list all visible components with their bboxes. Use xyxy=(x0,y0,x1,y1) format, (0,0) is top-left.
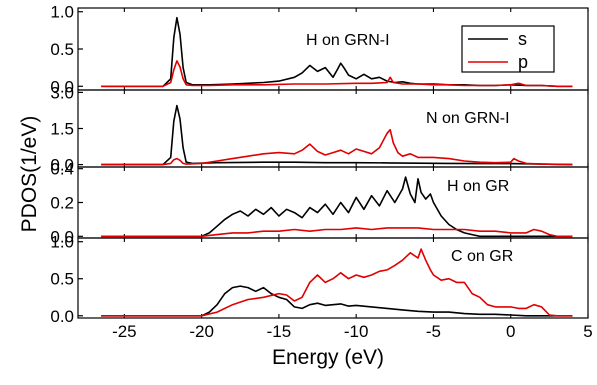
legend-box xyxy=(461,25,555,73)
panels-layer: 0.00.51.0H on GRN-I0.01.53.0N on GRN-I0.… xyxy=(50,3,589,326)
series-line-p xyxy=(101,248,573,317)
y-tick-label: 3.0 xyxy=(50,83,74,102)
panel-label: C on GR xyxy=(451,248,513,265)
y-tick-label: 0.0 xyxy=(50,77,74,96)
panel-label: H on GRN-I xyxy=(306,32,390,49)
series-line-s xyxy=(101,104,573,166)
y-axis-label: PDOS(1/eV) xyxy=(18,116,41,233)
legend: s p xyxy=(461,25,555,73)
series-line-p xyxy=(101,60,573,88)
x-tick-label: 5 xyxy=(583,322,592,341)
legend-label-s: s xyxy=(518,29,527,49)
panel-3: 0.0 0.2 0.4 H on GR xyxy=(50,160,589,246)
panel-1: 0.0 0.5 1.0 H on GRN-I xyxy=(50,3,589,96)
series-line-p xyxy=(101,128,573,166)
y-tick-label: 1.0 xyxy=(50,233,74,252)
legend-label-p: p xyxy=(518,52,528,72)
panel-label: N on GRN-I xyxy=(426,110,510,127)
series-line-p xyxy=(101,227,573,238)
x-tick-label: -15 xyxy=(267,322,292,341)
panel-frame xyxy=(77,89,589,168)
y-tick-label: 0.0 xyxy=(50,156,74,175)
y-tick-label: 1.0 xyxy=(50,3,74,22)
y-tick-label: 0.4 xyxy=(50,160,74,179)
series-line-s xyxy=(101,285,573,317)
panel-2: 0.0 1.5 3.0 N on GRN-I xyxy=(50,83,589,175)
x-tick-label: 0 xyxy=(506,322,515,341)
y-tick-label: 0.0 xyxy=(50,227,74,246)
y-tick-label: 1.5 xyxy=(50,120,74,139)
x-axis-label: Energy (eV) xyxy=(272,346,384,369)
y-tick-label: 0.5 xyxy=(50,270,74,289)
series-line-s xyxy=(101,176,573,238)
y-tick-label: 0.0 xyxy=(50,307,74,326)
x-tick-label: -25 xyxy=(112,322,137,341)
y-tick-label: 0.2 xyxy=(50,194,74,213)
panel-frame xyxy=(77,166,589,239)
x-tick-label: -5 xyxy=(426,322,441,341)
panel-frame xyxy=(77,237,589,319)
x-tick-label: -20 xyxy=(189,322,214,341)
panel-label: H on GR xyxy=(447,178,509,195)
panel-4: 0.0 0.5 1.0 C on GR xyxy=(50,233,589,326)
x-axis: -25 -20 -15 -10 -5 0 5 xyxy=(112,322,593,341)
x-tick-label: -10 xyxy=(344,322,369,341)
y-tick-label: 0.5 xyxy=(50,40,74,59)
